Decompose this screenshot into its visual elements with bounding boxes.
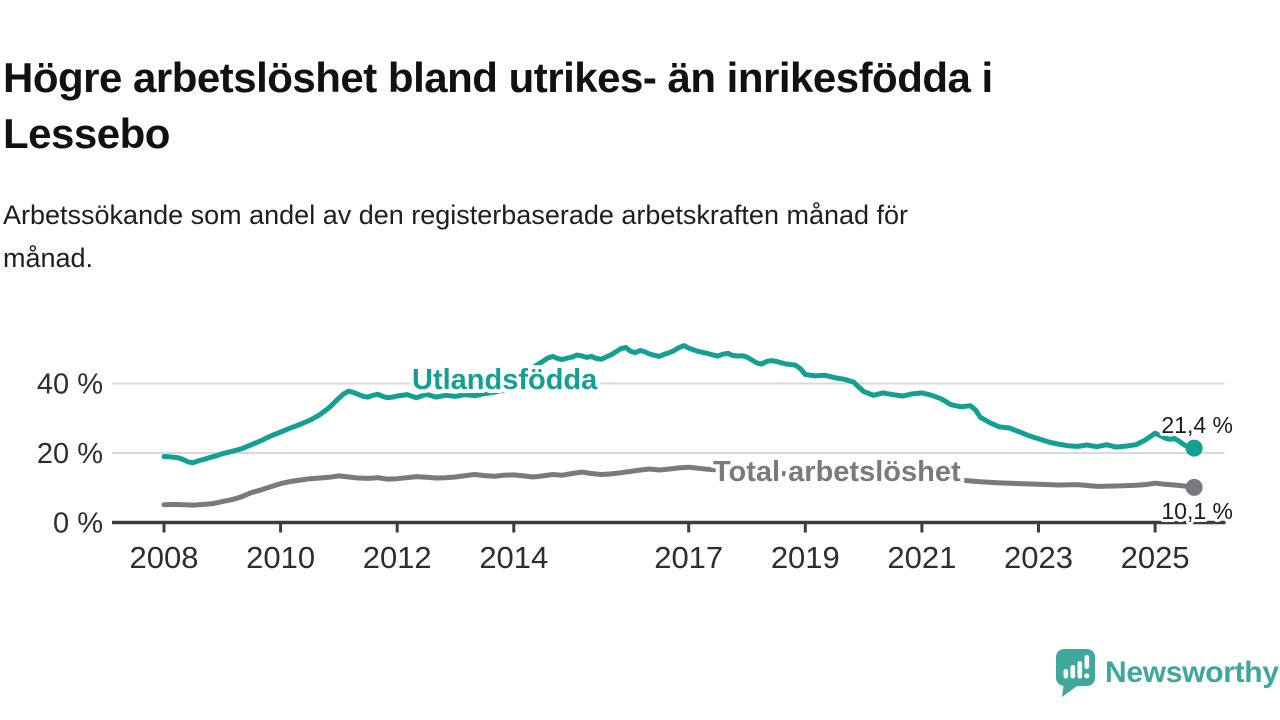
- y-axis-labels: 0 % 20 % 40 %: [37, 369, 103, 540]
- x-tick-label: 2012: [363, 540, 432, 575]
- x-tick-label: 2025: [1121, 540, 1190, 575]
- x-tick-label: 2010: [246, 540, 315, 575]
- series-line-0: [161, 343, 1197, 466]
- gridlines: [112, 382, 1225, 454]
- series-end-dot-0: [1185, 439, 1203, 457]
- x-axis-ticks: [162, 522, 1157, 533]
- newsworthy-logo-icon: [1056, 649, 1095, 697]
- x-tick-label: 2014: [479, 540, 548, 575]
- end-value-label-utlandsfodda: 21,4 %: [1161, 412, 1233, 438]
- chart-subtitle-line2: månad.: [3, 242, 94, 273]
- series-lines: [161, 343, 1197, 508]
- series-label-utlandsfodda: Utlandsfödda: [412, 364, 598, 396]
- x-tick-label: 2023: [1004, 540, 1073, 575]
- newsworthy-logo-text: Newsworthy: [1105, 656, 1279, 689]
- page-title-line1: Högre arbetslöshet bland utrikes- än inr…: [3, 54, 993, 102]
- series-line-1: [161, 464, 1197, 508]
- y-tick-label: 20 %: [37, 438, 103, 470]
- x-tick-label: 2021: [887, 540, 956, 575]
- y-tick-label: 40 %: [37, 369, 103, 401]
- newsworthy-logo[interactable]: Newsworthy: [1054, 648, 1279, 698]
- x-tick-label: 2019: [771, 540, 840, 575]
- x-axis-labels: 2008 2010 2012 2014 2017 2019 2021 2023 2025: [130, 540, 1190, 575]
- y-tick-label: 0 %: [53, 508, 103, 540]
- chart-subtitle: Arbetssökande som andel av den registerb…: [3, 194, 1213, 279]
- series-end-dot-1: [1185, 478, 1203, 496]
- chart-subtitle-line1: Arbetssökande som andel av den registerb…: [3, 200, 909, 230]
- x-tick-label: 2017: [654, 540, 723, 575]
- end-value-label-total-arbetsloshet: 10,1 %: [1161, 498, 1233, 524]
- page-title-line2: Lessebo: [3, 109, 170, 157]
- series-label-total-arbetsloshet: Total arbetslöshet: [713, 456, 961, 488]
- x-tick-label: 2008: [130, 540, 199, 575]
- page-title: Högre arbetslöshet bland utrikes- än inr…: [3, 50, 1213, 162]
- series-end-dots: [1185, 439, 1203, 496]
